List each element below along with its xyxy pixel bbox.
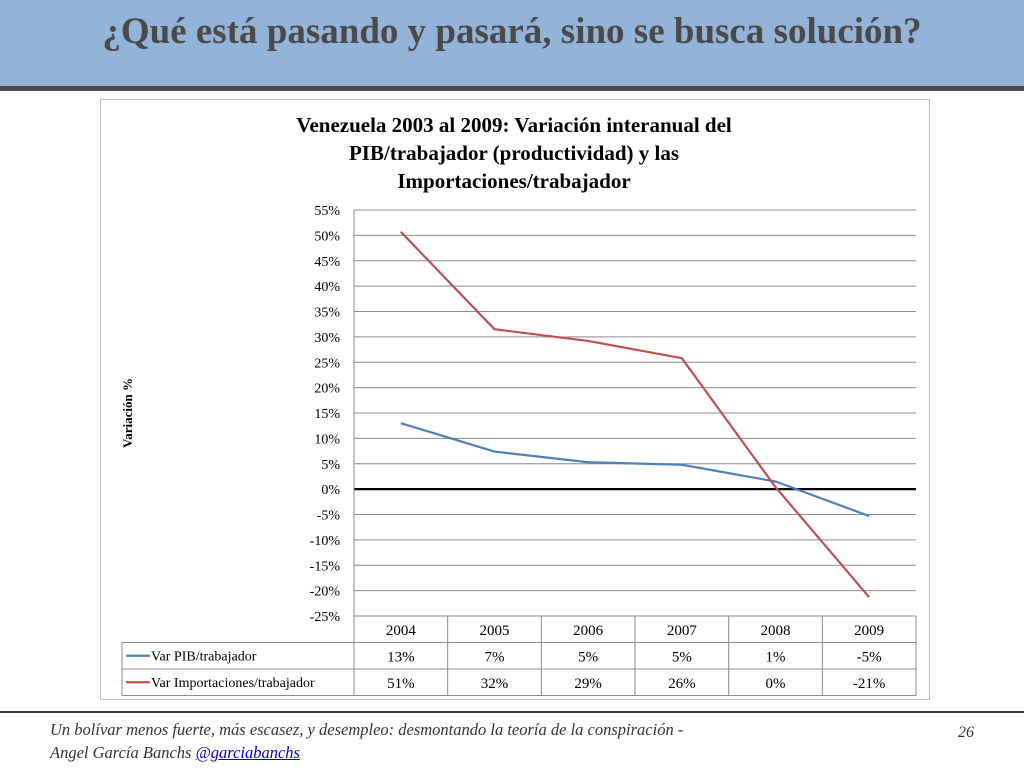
slide-title: ¿Qué está pasando y pasará, sino se busc…	[102, 11, 922, 52]
y-tick-label: 5%	[321, 458, 340, 473]
y-tick-label: 35%	[314, 306, 340, 321]
page-number: 26	[958, 724, 974, 741]
data-table-value: 26%	[668, 676, 696, 692]
chart-title-line: Importaciones/trabajador	[397, 169, 630, 193]
data-table-value: 0%	[766, 676, 786, 692]
line-chart: Venezuela 2003 al 2009: Variación intera…	[120, 113, 917, 696]
legend-label: Var PIB/trabajador	[151, 650, 257, 665]
y-tick-label: 50%	[314, 229, 340, 244]
chart-container: Venezuela 2003 al 2009: Variación intera…	[100, 99, 930, 700]
series-line-imports	[400, 231, 871, 598]
data-table-value: -5%	[857, 650, 882, 666]
chart-title-line: PIB/trabajador (productividad) y las	[349, 141, 679, 165]
y-tick-label: 20%	[314, 382, 340, 397]
y-tick-label: 15%	[314, 407, 340, 422]
x-category-label: 2007	[667, 623, 698, 639]
y-tick-label: 40%	[314, 280, 340, 295]
y-tick-label: -10%	[310, 534, 341, 549]
x-category-label: 2004	[386, 623, 417, 639]
footer-author: Angel García Banchs	[50, 743, 192, 762]
y-tick-label: 25%	[314, 356, 340, 371]
y-tick-label: 55%	[314, 204, 340, 219]
data-table-value: 51%	[387, 676, 415, 692]
footer-line1: Un bolívar menos fuerte, más escasez, y …	[50, 720, 684, 739]
twitter-handle-link[interactable]: @garciabanchs	[195, 743, 300, 762]
footer-citation: Un bolívar menos fuerte, más escasez, y …	[50, 718, 870, 764]
y-tick-label: 10%	[314, 432, 340, 447]
x-category-label: 2006	[573, 623, 604, 639]
y-tick-label: 0%	[321, 483, 340, 498]
chart-title-line: Venezuela 2003 al 2009: Variación intera…	[296, 113, 732, 137]
footer-divider	[0, 711, 1024, 713]
data-table-value: 29%	[574, 676, 602, 692]
y-tick-label: -5%	[317, 509, 341, 524]
y-tick-label: -15%	[310, 559, 341, 574]
legend-label: Var Importaciones/trabajador	[151, 676, 315, 691]
data-table-value: 1%	[766, 650, 786, 666]
data-table-value: -21%	[853, 676, 886, 692]
y-tick-label: -25%	[310, 610, 341, 625]
data-table-value: 13%	[387, 650, 415, 666]
data-table-value: 5%	[578, 650, 598, 666]
x-category-label: 2009	[854, 623, 884, 639]
data-table-value: 5%	[672, 650, 692, 666]
x-category-label: 2008	[761, 623, 791, 639]
y-tick-label: 30%	[314, 331, 340, 346]
x-category-label: 2005	[480, 623, 510, 639]
slide-header: ¿Qué está pasando y pasará, sino se busc…	[0, 0, 1024, 91]
y-axis-label: Variación %	[120, 378, 135, 448]
series-line-pib	[400, 422, 870, 518]
data-table-value: 32%	[481, 676, 509, 692]
y-tick-label: -20%	[310, 585, 341, 600]
y-tick-label: 45%	[314, 255, 340, 270]
data-table-value: 7%	[485, 650, 505, 666]
